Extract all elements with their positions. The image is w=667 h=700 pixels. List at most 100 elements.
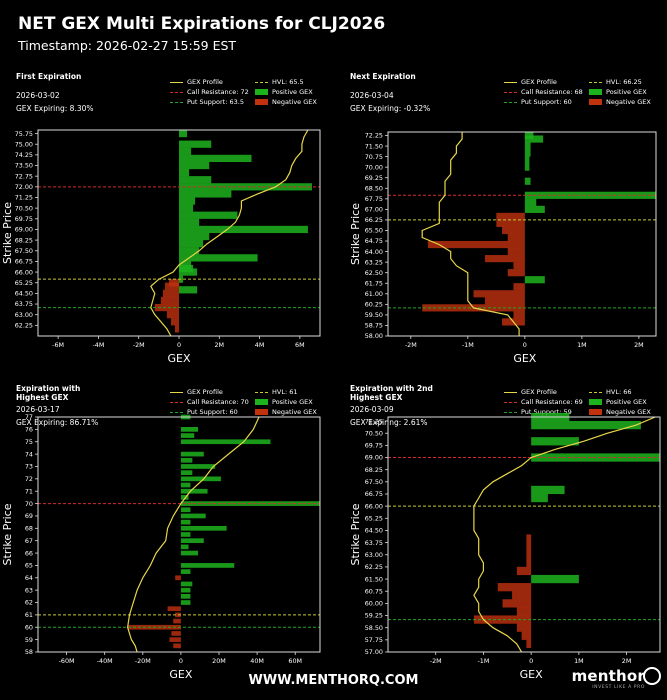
legend-put-support: Put Support: 60	[170, 408, 238, 416]
plot-frame	[387, 416, 661, 653]
positive-gex-bar	[524, 142, 531, 150]
positive-gex-bar	[180, 525, 227, 531]
y-tick-label: 58	[25, 648, 33, 656]
y-axis-label: Strike Price	[349, 203, 362, 265]
legend-positive-gex-label: Positive GEX	[272, 398, 313, 406]
positive-gex-bar	[180, 581, 193, 587]
positive-gex-bar	[179, 254, 258, 262]
positive-gex-bar	[179, 147, 192, 155]
panel-date: 2026-03-09	[350, 405, 394, 414]
positive-gex-bar	[180, 563, 235, 568]
panel-date: 2026-03-17	[16, 405, 60, 414]
gex-profile-line	[126, 416, 260, 653]
positive-gex-bar	[180, 451, 204, 457]
legend-hvl-label: HVL: 66	[606, 388, 632, 396]
y-axis-label: Strike Price	[1, 503, 14, 565]
negative-gex-bar	[507, 269, 525, 277]
x-tick-label: 0	[177, 341, 181, 349]
legend-call-resistance: Call Resistance: 69	[504, 398, 583, 406]
negative-gex-bar	[170, 318, 179, 326]
positive-gex-bar	[179, 247, 200, 255]
positive-gex-bar	[180, 507, 191, 513]
panel-gex-expiring: GEX Expiring: 2.61%	[350, 418, 428, 427]
plot-frame	[387, 131, 657, 337]
positive-gex-bar	[531, 493, 548, 503]
y-tick-label: 71.50	[365, 142, 383, 150]
negative-gex-bar	[160, 296, 179, 305]
negative-gex-bar	[512, 591, 532, 600]
y-tick-label: 66.00	[15, 268, 33, 276]
positive-gex-bar	[179, 225, 308, 234]
y-tick-label: 62.50	[365, 269, 383, 277]
positive-gex-bar	[180, 433, 195, 438]
x-tick-label: 20M	[212, 657, 226, 665]
y-tick-label: 71.25	[365, 417, 383, 425]
y-tick-label: 74	[25, 450, 33, 458]
negative-gex-bar	[497, 583, 532, 592]
positive-gex-bar	[179, 161, 210, 170]
negative-gex-bar	[154, 303, 179, 312]
chart-panel-next-expiration: Next Expiration 2026-03-04 GEX Expiring: -…	[334, 70, 667, 390]
negative-gex-bar	[496, 212, 525, 221]
positive-gex-bar	[180, 439, 271, 445]
y-tick-label: 69	[25, 512, 33, 520]
x-tick-label: -2M	[430, 657, 442, 665]
chart-panel-highest-gex: Expiration with Highest GEX 2026-03-17 GEX…	[0, 380, 333, 700]
y-tick-label: 63.75	[15, 300, 33, 308]
legend-hvl: HVL: 61	[255, 388, 297, 396]
legend-gex-profile-label: GEX Profile	[521, 388, 557, 396]
positive-gex-bar	[524, 135, 544, 143]
positive-gex-bar	[180, 427, 199, 432]
positive-gex-bar	[524, 163, 530, 171]
panel-title: Expiration with Highest GEX	[16, 384, 81, 402]
positive-gex-bar	[179, 232, 210, 241]
positive-gex-bar	[179, 218, 200, 226]
positive-gex-bar	[524, 205, 545, 213]
brand-name: menthor	[571, 667, 645, 685]
legend: GEX Profile HVL: 61 Call Resistance: 70 Pos…	[170, 388, 330, 418]
panel-date: 2026-03-04	[350, 91, 394, 100]
y-tick-label: 62	[25, 599, 33, 607]
legend-negative-gex: Negative GEX	[589, 98, 651, 106]
positive-gex-bar	[179, 240, 204, 248]
positive-gex-bar	[180, 495, 189, 500]
y-tick-label: 66.00	[365, 502, 383, 510]
legend-put-support-label: Put Support: 59	[521, 408, 572, 416]
positive-gex-bar	[180, 476, 221, 482]
legend-negative-gex-label: Negative GEX	[606, 98, 651, 106]
legend-negative-gex: Negative GEX	[589, 408, 651, 416]
negative-gex-bar	[516, 623, 532, 632]
legend-hvl: HVL: 65.5	[255, 78, 304, 86]
negative-gex-bar	[513, 262, 525, 270]
positive-gex-bar	[179, 154, 252, 163]
y-tick-label: 66.75	[365, 490, 383, 498]
x-tick-label: -1M	[462, 341, 474, 349]
gex-chart: 58.00 58.75 59.50 60.25 61.00 61.75 62.50 63.25…	[349, 131, 657, 365]
y-tick-label: 68	[25, 525, 33, 533]
legend-positive-gex: Positive GEX	[255, 398, 313, 406]
positive-gex-bar	[179, 275, 184, 283]
positive-gex-bar	[524, 276, 545, 284]
positive-gex-bar	[531, 485, 565, 495]
y-tick-label: 60.25	[365, 301, 383, 309]
legend: GEX Profile HVL: 66.25 Call Resistance: 68…	[504, 78, 664, 108]
y-tick-label: 57.00	[365, 648, 383, 656]
footer-url[interactable]: WWW.MENTHORQ.COM	[248, 673, 419, 688]
negative-gex-bar	[496, 219, 525, 228]
negative-gex-bar	[175, 575, 181, 581]
negative-gex-bar	[168, 279, 179, 287]
y-tick-label: 70.50	[15, 204, 33, 212]
panel-gex-expiring: GEX Expiring: 86.71%	[16, 418, 99, 427]
y-tick-label: 60	[25, 623, 33, 631]
x-tick-label: -40M	[97, 657, 113, 665]
positive-gex-bar	[524, 177, 531, 185]
y-tick-label: 72.00	[15, 183, 33, 191]
legend-gex-profile: GEX Profile	[170, 78, 223, 86]
x-tick-label: 0	[529, 657, 533, 665]
gex-chart: 62.25 63.00 63.75 64.50 65.25 66.00 66.75 67.50…	[1, 129, 321, 365]
y-tick-label: 71	[25, 487, 33, 495]
y-tick-label: 73	[25, 463, 33, 471]
negative-gex-bar	[162, 289, 179, 298]
negative-gex-bar	[166, 311, 179, 319]
timestamp: Timestamp: 2026-02-27 15:59 EST	[18, 38, 237, 53]
